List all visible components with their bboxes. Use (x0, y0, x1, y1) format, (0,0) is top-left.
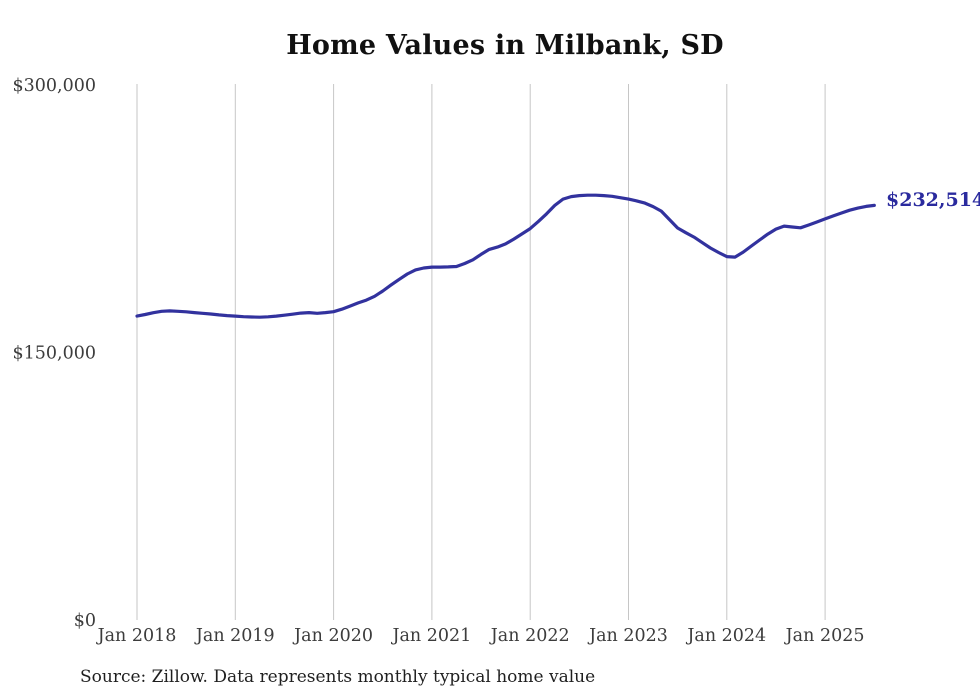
line-chart-plot: Jan 2018 Jan 2019 Jan 2020 Jan 2021 Jan 2022… (12, 76, 876, 646)
x-axis-tick-label: Jan 2021 (390, 626, 471, 646)
source-note: Source: Zillow. Data represents monthly … (80, 667, 596, 687)
x-axis-tick-label: Jan 2018 (96, 626, 177, 646)
y-axis-tick-label: $300,000 (12, 76, 96, 96)
x-axis-tick-label: Jan 2024 (685, 626, 766, 646)
home-value-line (135, 193, 876, 319)
latest-value-label: $232,514 (886, 189, 980, 211)
chart-title: Home Values in Milbank, SD (286, 30, 724, 61)
x-axis-tick-label: Jan 2019 (194, 626, 275, 646)
x-axis-tick-label: Jan 2025 (784, 626, 865, 646)
y-axis-tick-label: $0 (74, 611, 96, 631)
x-axis-tick-label: Jan 2023 (587, 626, 668, 646)
x-axis-tick-label: Jan 2020 (292, 626, 373, 646)
x-axis-tick-label: Jan 2022 (489, 626, 570, 646)
y-axis-tick-label: $150,000 (12, 344, 96, 364)
